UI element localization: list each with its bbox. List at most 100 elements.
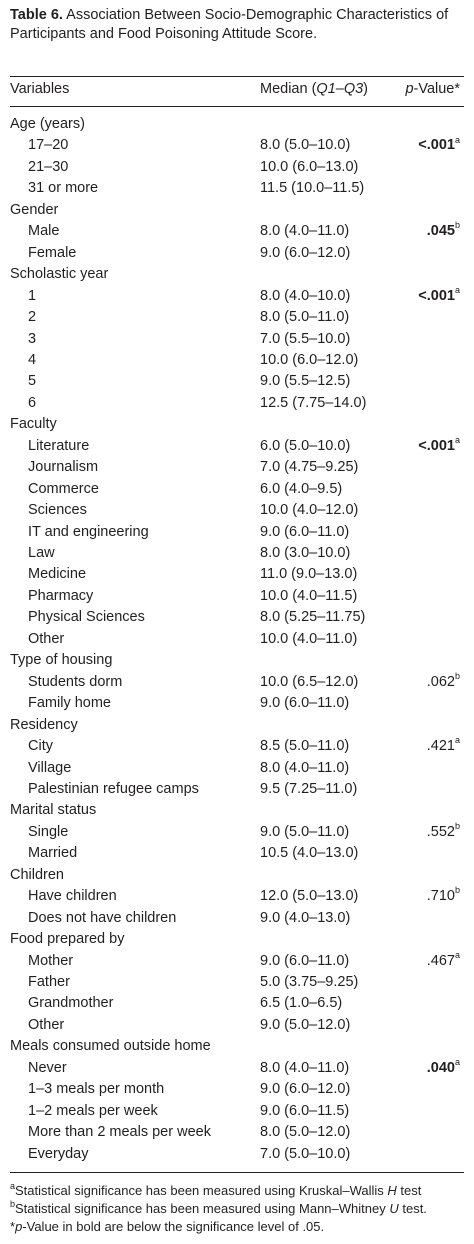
- pvalue-cell: .062b: [426, 671, 460, 690]
- median-cell: 10.0 (4.0–11.5): [260, 587, 358, 604]
- table-row: 5 9.0 (5.5–12.5): [10, 373, 464, 395]
- group-label: Residency: [10, 716, 78, 733]
- row-label: Have children: [28, 888, 117, 905]
- table-row: Married 10.5 (4.0–13.0): [10, 845, 464, 867]
- table-row: Village 8.0 (4.0–11.0): [10, 760, 464, 782]
- table-group-row: Children: [10, 867, 464, 889]
- table-row: 1 8.0 (4.0–10.0) <.001a: [10, 285, 464, 310]
- median-cell: 8.0 (5.0–12.0): [260, 1124, 351, 1141]
- table-footnotes: aStatistical significance has been measu…: [10, 1180, 464, 1236]
- median-cell: 9.5 (7.25–11.0): [260, 780, 358, 797]
- table-row: Single 9.0 (5.0–11.0) .552b: [10, 821, 464, 846]
- table-row: 6 12.5 (7.75–14.0): [10, 395, 464, 417]
- table-row: Literature 6.0 (5.0–10.0) <.001a: [10, 434, 464, 460]
- row-label: Law: [28, 545, 55, 561]
- row-label: Other: [28, 1016, 65, 1033]
- median-cell: 10.0 (6.0–12.0): [260, 351, 359, 368]
- pvalue-text: .421: [426, 738, 455, 755]
- table-row: 1–2 meals per week 9.0 (6.0–11.5): [10, 1103, 464, 1125]
- group-label: Faculty: [10, 416, 57, 433]
- row-label: Family home: [28, 695, 111, 712]
- table-caption: Table 6. Association Between Socio-Demog…: [10, 6, 464, 44]
- pvalue-text: .552: [426, 823, 455, 840]
- median-cell: 8.0 (5.25–11.75): [260, 609, 366, 626]
- row-label: Male: [28, 223, 60, 240]
- row-label: Grandmother: [28, 995, 114, 1012]
- median-cell: 12.0 (5.0–13.0): [260, 888, 359, 905]
- pvalue-text: .045: [426, 223, 455, 240]
- row-label: 17–20: [28, 137, 69, 154]
- row-label: 1–2 meals per week: [28, 1102, 158, 1119]
- median-cell: 8.0 (4.0–11.0): [260, 1059, 350, 1076]
- table-group-row: Scholastic year: [10, 266, 464, 288]
- table-group-row: Gender: [10, 202, 464, 224]
- row-label: 1–3 meals per month: [28, 1081, 165, 1098]
- median-cell: 8.0 (4.0–10.0): [260, 287, 351, 304]
- pvalue-text: .062: [426, 673, 455, 690]
- table-row: Mother 9.0 (6.0–11.0) .467a: [10, 950, 464, 975]
- median-cell: 9.0 (6.0–11.5): [260, 1102, 350, 1119]
- median-cell: 9.0 (5.0–12.0): [260, 1016, 351, 1033]
- group-label: Gender: [10, 201, 59, 218]
- row-label: Mother: [28, 952, 74, 969]
- median-label: Median: [260, 81, 308, 97]
- pvalue-test-mark: a: [454, 434, 460, 445]
- median-cell: 9.0 (6.0–11.0): [260, 952, 350, 969]
- footnote-a: aStatistical significance has been measu…: [10, 1180, 422, 1198]
- table-row: Palestinian refugee camps 9.5 (7.25–11.0): [10, 781, 464, 803]
- row-label: Commerce: [28, 480, 99, 497]
- table-group-row: Type of housing: [10, 652, 464, 674]
- row-label: 4: [28, 351, 37, 368]
- group-label: Food prepared by: [10, 931, 125, 948]
- col-header-median: Median (Q1–Q3): [260, 81, 369, 97]
- median-cell: 9.0 (4.0–13.0): [260, 909, 351, 926]
- row-label: Father: [28, 974, 70, 990]
- table-row: Does not have children 9.0 (4.0–13.0): [10, 910, 464, 932]
- table-row: Pharmacy 10.0 (4.0–11.5): [10, 588, 464, 610]
- table-group-row: Marital status: [10, 802, 464, 824]
- pvalue-cell: .040a: [426, 1056, 460, 1076]
- pvalue-text: <.001: [418, 287, 455, 304]
- row-label: Medicine: [28, 566, 87, 583]
- table-group-row: Faculty: [10, 416, 464, 438]
- row-label: Does not have children: [28, 909, 177, 926]
- table-title: Association Between Socio-Demographic Ch…: [10, 7, 449, 42]
- row-label: Village: [28, 759, 72, 776]
- pvalue-text: .467: [426, 952, 455, 969]
- group-label: Children: [10, 866, 64, 883]
- table-row: City 8.5 (5.0–11.0) .421a: [10, 735, 464, 760]
- top-rule: [10, 76, 464, 77]
- median-cell: 6.0 (5.0–10.0): [260, 437, 351, 454]
- pvalue-test-mark: b: [454, 821, 460, 832]
- p-symbol: p: [405, 81, 414, 97]
- table-group-row: Food prepared by: [10, 931, 464, 953]
- pvalue-test-mark: b: [454, 220, 460, 231]
- row-label: 3: [28, 330, 37, 347]
- pvalue-test-mark: b: [454, 885, 460, 896]
- group-label: Marital status: [10, 802, 97, 819]
- pvalue-text: .040: [426, 1059, 455, 1076]
- median-cell: 9.0 (6.0–11.0): [260, 523, 350, 540]
- pvalue-test-mark: a: [454, 735, 460, 746]
- median-cell: 10.0 (4.0–11.0): [260, 630, 358, 647]
- median-cell: 9.0 (5.0–11.0): [260, 823, 350, 840]
- row-label: Married: [28, 845, 78, 862]
- median-cell: 9.0 (6.0–11.0): [260, 695, 350, 712]
- row-label: Everyday: [28, 1145, 89, 1162]
- median-cell: 8.5 (5.0–11.0): [260, 738, 350, 755]
- pvalue-cell: .552b: [426, 821, 460, 840]
- row-label: Pharmacy: [28, 587, 94, 604]
- footnote-star: *p-Value in bold are below the significa…: [10, 1219, 325, 1234]
- table-row: Female 9.0 (6.0–12.0): [10, 245, 464, 267]
- median-cell: 7.0 (5.5–10.0): [260, 330, 351, 347]
- row-label: Single: [28, 823, 69, 840]
- header-rule: [10, 106, 464, 107]
- row-label: 31 or more: [28, 180, 99, 197]
- table-row: 3 7.0 (5.5–10.0): [10, 331, 464, 353]
- pvalue-test-mark: a: [454, 1056, 460, 1067]
- table-row: Medicine 11.0 (9.0–13.0): [10, 566, 464, 588]
- table-row: Students dorm 10.0 (6.5–12.0) .062b: [10, 671, 464, 696]
- table-row: Other 10.0 (4.0–11.0): [10, 631, 464, 653]
- table-row: 1–3 meals per month 9.0 (6.0–12.0): [10, 1081, 464, 1103]
- median-cell: 8.0 (4.0–11.0): [260, 223, 350, 240]
